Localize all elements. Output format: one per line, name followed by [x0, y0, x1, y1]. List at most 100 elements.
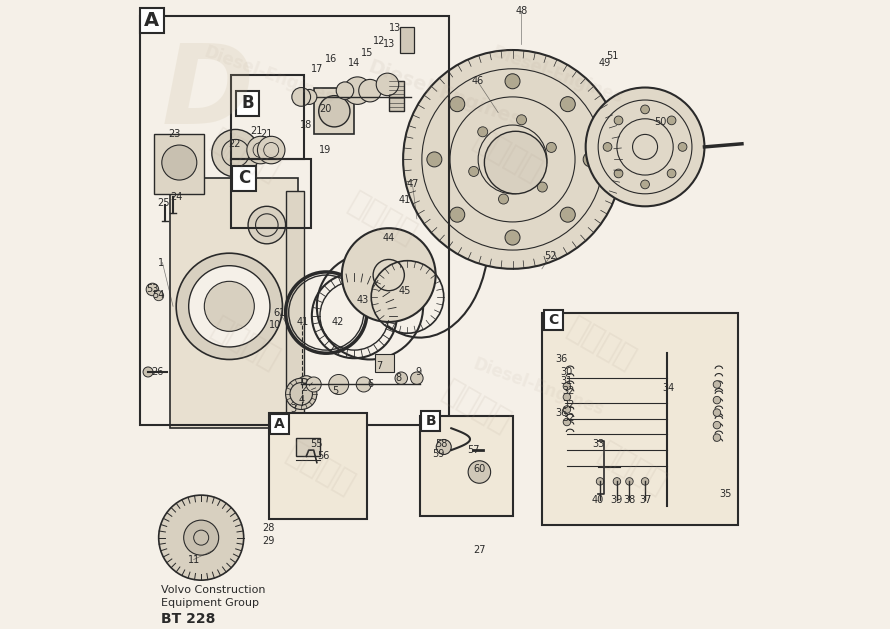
Bar: [269, 413, 368, 519]
Circle shape: [395, 372, 408, 384]
Text: 49: 49: [598, 57, 611, 67]
Text: 48: 48: [515, 6, 528, 16]
Text: 42: 42: [331, 317, 344, 327]
Text: 59: 59: [433, 449, 445, 459]
Text: 3: 3: [291, 404, 296, 415]
Text: 50: 50: [654, 117, 667, 127]
Circle shape: [183, 520, 219, 555]
Circle shape: [614, 169, 623, 178]
Text: 27: 27: [473, 545, 486, 555]
Text: 7: 7: [376, 360, 383, 370]
Text: C: C: [548, 313, 558, 327]
Text: 44: 44: [383, 233, 395, 243]
Circle shape: [713, 421, 721, 429]
Text: 紧发动力: 紧发动力: [281, 438, 359, 499]
Bar: [140, 16, 449, 425]
Circle shape: [603, 143, 612, 152]
Text: Diesel-Engines: Diesel-Engines: [490, 43, 626, 107]
Circle shape: [561, 97, 575, 112]
Circle shape: [561, 207, 575, 222]
Circle shape: [290, 382, 312, 405]
Text: 56: 56: [317, 452, 329, 462]
Text: 45: 45: [398, 286, 410, 296]
Text: B: B: [425, 415, 436, 428]
Text: B: B: [241, 94, 254, 112]
Circle shape: [403, 50, 622, 269]
Text: 9: 9: [416, 367, 422, 377]
Circle shape: [668, 116, 676, 125]
Text: 1: 1: [158, 257, 164, 267]
Bar: [400, 27, 414, 53]
Text: 47: 47: [407, 179, 418, 189]
Bar: [296, 438, 320, 457]
Text: Diesel-Engines: Diesel-Engines: [471, 355, 607, 420]
Text: 36: 36: [555, 355, 568, 364]
Bar: [313, 87, 354, 135]
Polygon shape: [286, 191, 304, 472]
Text: 61: 61: [273, 308, 286, 318]
Text: 32: 32: [562, 400, 575, 410]
Circle shape: [468, 461, 490, 483]
Circle shape: [359, 79, 381, 102]
Text: Equipment Group: Equipment Group: [160, 598, 259, 608]
Circle shape: [713, 381, 721, 388]
Circle shape: [586, 87, 705, 206]
Circle shape: [162, 145, 197, 180]
Bar: [375, 355, 393, 372]
Text: 53: 53: [146, 284, 158, 294]
Text: 6: 6: [367, 379, 373, 389]
Circle shape: [469, 167, 479, 176]
Text: 紧发动力: 紧发动力: [469, 125, 546, 187]
Bar: [421, 411, 440, 431]
Text: 4: 4: [298, 395, 304, 405]
Text: Volvo Construction: Volvo Construction: [160, 584, 265, 594]
Text: 10: 10: [269, 320, 281, 330]
Text: 23: 23: [169, 130, 181, 140]
Circle shape: [498, 194, 508, 204]
Text: 30: 30: [561, 367, 573, 377]
Text: 5: 5: [333, 386, 339, 396]
Text: 22: 22: [229, 139, 241, 149]
Text: 36: 36: [555, 408, 568, 418]
Text: 28: 28: [263, 523, 275, 533]
Circle shape: [158, 495, 244, 580]
Circle shape: [306, 377, 321, 392]
Text: 32: 32: [562, 386, 575, 396]
Bar: [270, 415, 288, 435]
Circle shape: [563, 393, 570, 401]
Bar: [420, 416, 513, 516]
Text: 39: 39: [611, 495, 623, 505]
Text: 54: 54: [152, 290, 165, 300]
Circle shape: [516, 115, 527, 125]
Bar: [232, 165, 256, 191]
Text: 58: 58: [436, 439, 448, 449]
Circle shape: [642, 477, 649, 485]
Bar: [544, 310, 562, 330]
Text: 21: 21: [250, 126, 263, 136]
Circle shape: [328, 374, 349, 394]
Circle shape: [484, 131, 546, 194]
Text: 34: 34: [663, 382, 675, 392]
Circle shape: [505, 74, 520, 89]
Text: 紧发动力: 紧发动力: [206, 313, 284, 375]
Circle shape: [713, 434, 721, 442]
Text: 14: 14: [348, 57, 360, 67]
Text: 51: 51: [606, 52, 619, 61]
Circle shape: [336, 82, 353, 99]
Circle shape: [478, 127, 488, 136]
Text: 26: 26: [151, 367, 164, 377]
Text: 29: 29: [263, 536, 275, 546]
Text: 60: 60: [473, 464, 486, 474]
Text: D: D: [161, 40, 254, 147]
Circle shape: [713, 409, 721, 416]
Circle shape: [626, 477, 633, 485]
Text: 13: 13: [383, 39, 395, 49]
Text: A: A: [274, 418, 285, 431]
Text: 35: 35: [719, 489, 732, 499]
Circle shape: [248, 206, 286, 244]
Circle shape: [257, 136, 285, 164]
Circle shape: [154, 291, 164, 301]
Circle shape: [614, 116, 623, 125]
Circle shape: [344, 77, 371, 104]
Bar: [231, 159, 311, 228]
